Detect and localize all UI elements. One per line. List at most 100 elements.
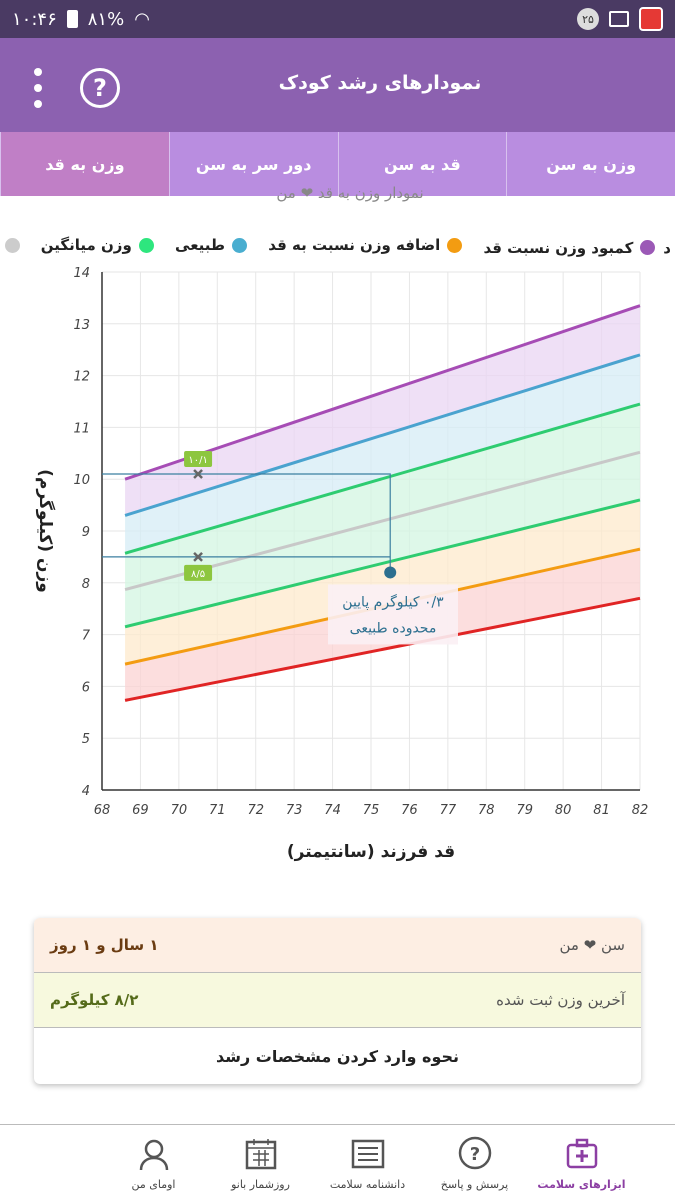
annotation-text: ۰/۳ کیلوگرم پایین — [342, 593, 444, 610]
series-line — [124, 353, 641, 517]
x-tick-label: 73 — [286, 803, 303, 818]
how-to-enter-link[interactable]: نحوه وارد کردن مشخصات رشد — [215, 1046, 460, 1066]
notification-count-badge: ۲۵ — [577, 8, 599, 30]
x-tick-label: 78 — [478, 803, 495, 818]
medical-kit-icon — [562, 1134, 602, 1174]
tab-weight-for-height[interactable]: وزن به قد — [0, 132, 169, 196]
chart-tabs: وزن به سن قد به سن دور سر به سن وزن به ق… — [0, 132, 675, 196]
dot-icon — [34, 84, 42, 92]
y-tick-label: 9 — [82, 525, 90, 540]
annotation-text: محدوده طبیعی — [350, 620, 437, 636]
x-axis-label: قد فرزند (سانتیمتر) — [287, 842, 455, 862]
y-tick-label: 8 — [82, 577, 90, 592]
legend-label: کمبود وزن نسبت قد — [483, 238, 634, 257]
app-notification-icon — [639, 7, 663, 31]
tab-weight-for-age[interactable]: وزن به سن — [506, 132, 675, 196]
x-tick-label: 79 — [516, 803, 533, 818]
marker-x — [193, 552, 203, 562]
marker-label-bg — [184, 451, 213, 468]
help-button[interactable]: ? — [80, 68, 120, 108]
nav-profile[interactable]: اومای من — [100, 1125, 207, 1200]
x-tick-label: 76 — [401, 803, 418, 818]
nav-health-tools[interactable]: ابزارهای سلامت — [528, 1125, 635, 1200]
x-tick-label: 68 — [94, 803, 111, 818]
x-tick-label: 75 — [363, 803, 380, 818]
image-notification-icon — [609, 11, 629, 27]
y-tick-label: 13 — [73, 318, 90, 333]
x-tick-label: 74 — [324, 803, 341, 818]
legend-dot — [232, 237, 248, 253]
encyclopedia-icon — [348, 1134, 388, 1174]
overflow-menu-button[interactable] — [22, 68, 54, 108]
chart-band — [125, 305, 641, 516]
y-tick-label: 6 — [82, 680, 90, 695]
y-tick-label: 4 — [82, 784, 90, 799]
series-line — [124, 402, 641, 555]
app-bar: ? نمودارهای رشد کودک — [0, 38, 675, 132]
x-tick-label: 82 — [632, 803, 649, 818]
age-value: ۱ سال و ۱ روز — [50, 936, 159, 954]
dot-icon — [34, 68, 42, 76]
legend-item-gray — [0, 237, 20, 253]
y-tick-label: 12 — [73, 370, 90, 385]
battery-icon — [66, 10, 78, 28]
legend-item-overweight: اضافه وزن نسبت به قد — [268, 236, 463, 254]
nav-label: ابزارهای سلامت — [537, 1178, 626, 1191]
x-tick-label: 80 — [555, 803, 572, 818]
y-tick-label: 7 — [82, 629, 91, 644]
x-tick-label: 71 — [209, 803, 226, 818]
chart-band — [125, 452, 641, 627]
nav-calendar[interactable]: روزشمار بانو — [207, 1125, 314, 1200]
marker-label: ۸/۵ — [191, 569, 205, 580]
wifi-icon: ◠ — [134, 8, 150, 30]
annotation-box — [328, 584, 458, 645]
growth-chart: 68 69 70 71 72 73 74 75 76 77 78 79 80 81 824567891011… — [35, 266, 649, 862]
x-tick-label: 81 — [593, 803, 610, 818]
age-row: سن ❤ من ۱ سال و ۱ روز — [34, 918, 641, 973]
profile-icon — [134, 1134, 174, 1174]
nav-label: پرسش و پاسخ — [440, 1178, 509, 1191]
status-bar: ۱۰:۴۶ ۸۱% ◠ ۲۵ — [0, 0, 675, 38]
legend-label: وزن میانگین — [40, 236, 132, 254]
legend-dot — [138, 237, 154, 253]
y-tick-label: 11 — [73, 421, 90, 436]
nav-encyclopedia[interactable]: دانشنامه سلامت — [314, 1125, 421, 1200]
svg-text:?: ? — [469, 1144, 479, 1165]
tab-height-for-age[interactable]: قد به سن — [337, 132, 507, 196]
clock: ۱۰:۴۶ — [12, 8, 57, 30]
y-tick-label: 10 — [73, 473, 90, 488]
weight-value: ۸/۲ کیلوگرم — [50, 991, 139, 1009]
series-line — [124, 596, 641, 702]
chart-title: نمودار وزن به قد ❤ من — [276, 186, 424, 202]
info-card: سن ❤ من ۱ سال و ۱ روز آخرین وزن ثبت شده … — [34, 918, 641, 1084]
age-label: سن ❤ من — [559, 936, 625, 954]
y-tick-label: 14 — [73, 266, 90, 281]
chart-band — [125, 404, 641, 590]
y-tick-label: 5 — [82, 732, 90, 747]
x-tick-label: 70 — [171, 803, 188, 818]
legend-label: اضافه وزن نسبت به قد — [268, 236, 441, 254]
chart-band — [125, 499, 641, 665]
marker-label-bg — [184, 564, 213, 581]
tab-head-circumference[interactable]: دور سر به سن — [168, 132, 338, 196]
page-title: نمودارهای رشد کودک — [278, 72, 482, 94]
legend-item-average: وزن میانگین — [41, 236, 154, 254]
bottom-navigation: ابزارهای سلامت ? پرسش و پاسخ دانشنامه سل… — [0, 1124, 675, 1200]
weight-row: آخرین وزن ثبت شده ۸/۲ کیلوگرم — [34, 973, 641, 1028]
chart-legend: د کمبود وزن نسبت قد اضافه وزن نسبت به قد… — [0, 236, 675, 260]
calendar-icon — [241, 1134, 281, 1174]
series-line — [124, 304, 641, 481]
legend-item-normal: طبیعی — [175, 236, 248, 254]
marker-label: ۱۰/۱ — [188, 455, 207, 466]
series-line — [124, 498, 641, 629]
nav-label: اومای من — [131, 1178, 176, 1191]
legend-dot — [640, 240, 656, 255]
nav-questions[interactable]: ? پرسش و پاسخ — [421, 1125, 528, 1200]
x-tick-label: 72 — [247, 803, 264, 818]
weight-label: آخرین وزن ثبت شده — [496, 991, 625, 1009]
chart-band — [125, 354, 641, 554]
marker-x — [193, 469, 203, 479]
dot-icon — [34, 100, 42, 108]
battery-percent: ۸۱% — [87, 8, 125, 30]
legend-dot — [447, 237, 463, 253]
